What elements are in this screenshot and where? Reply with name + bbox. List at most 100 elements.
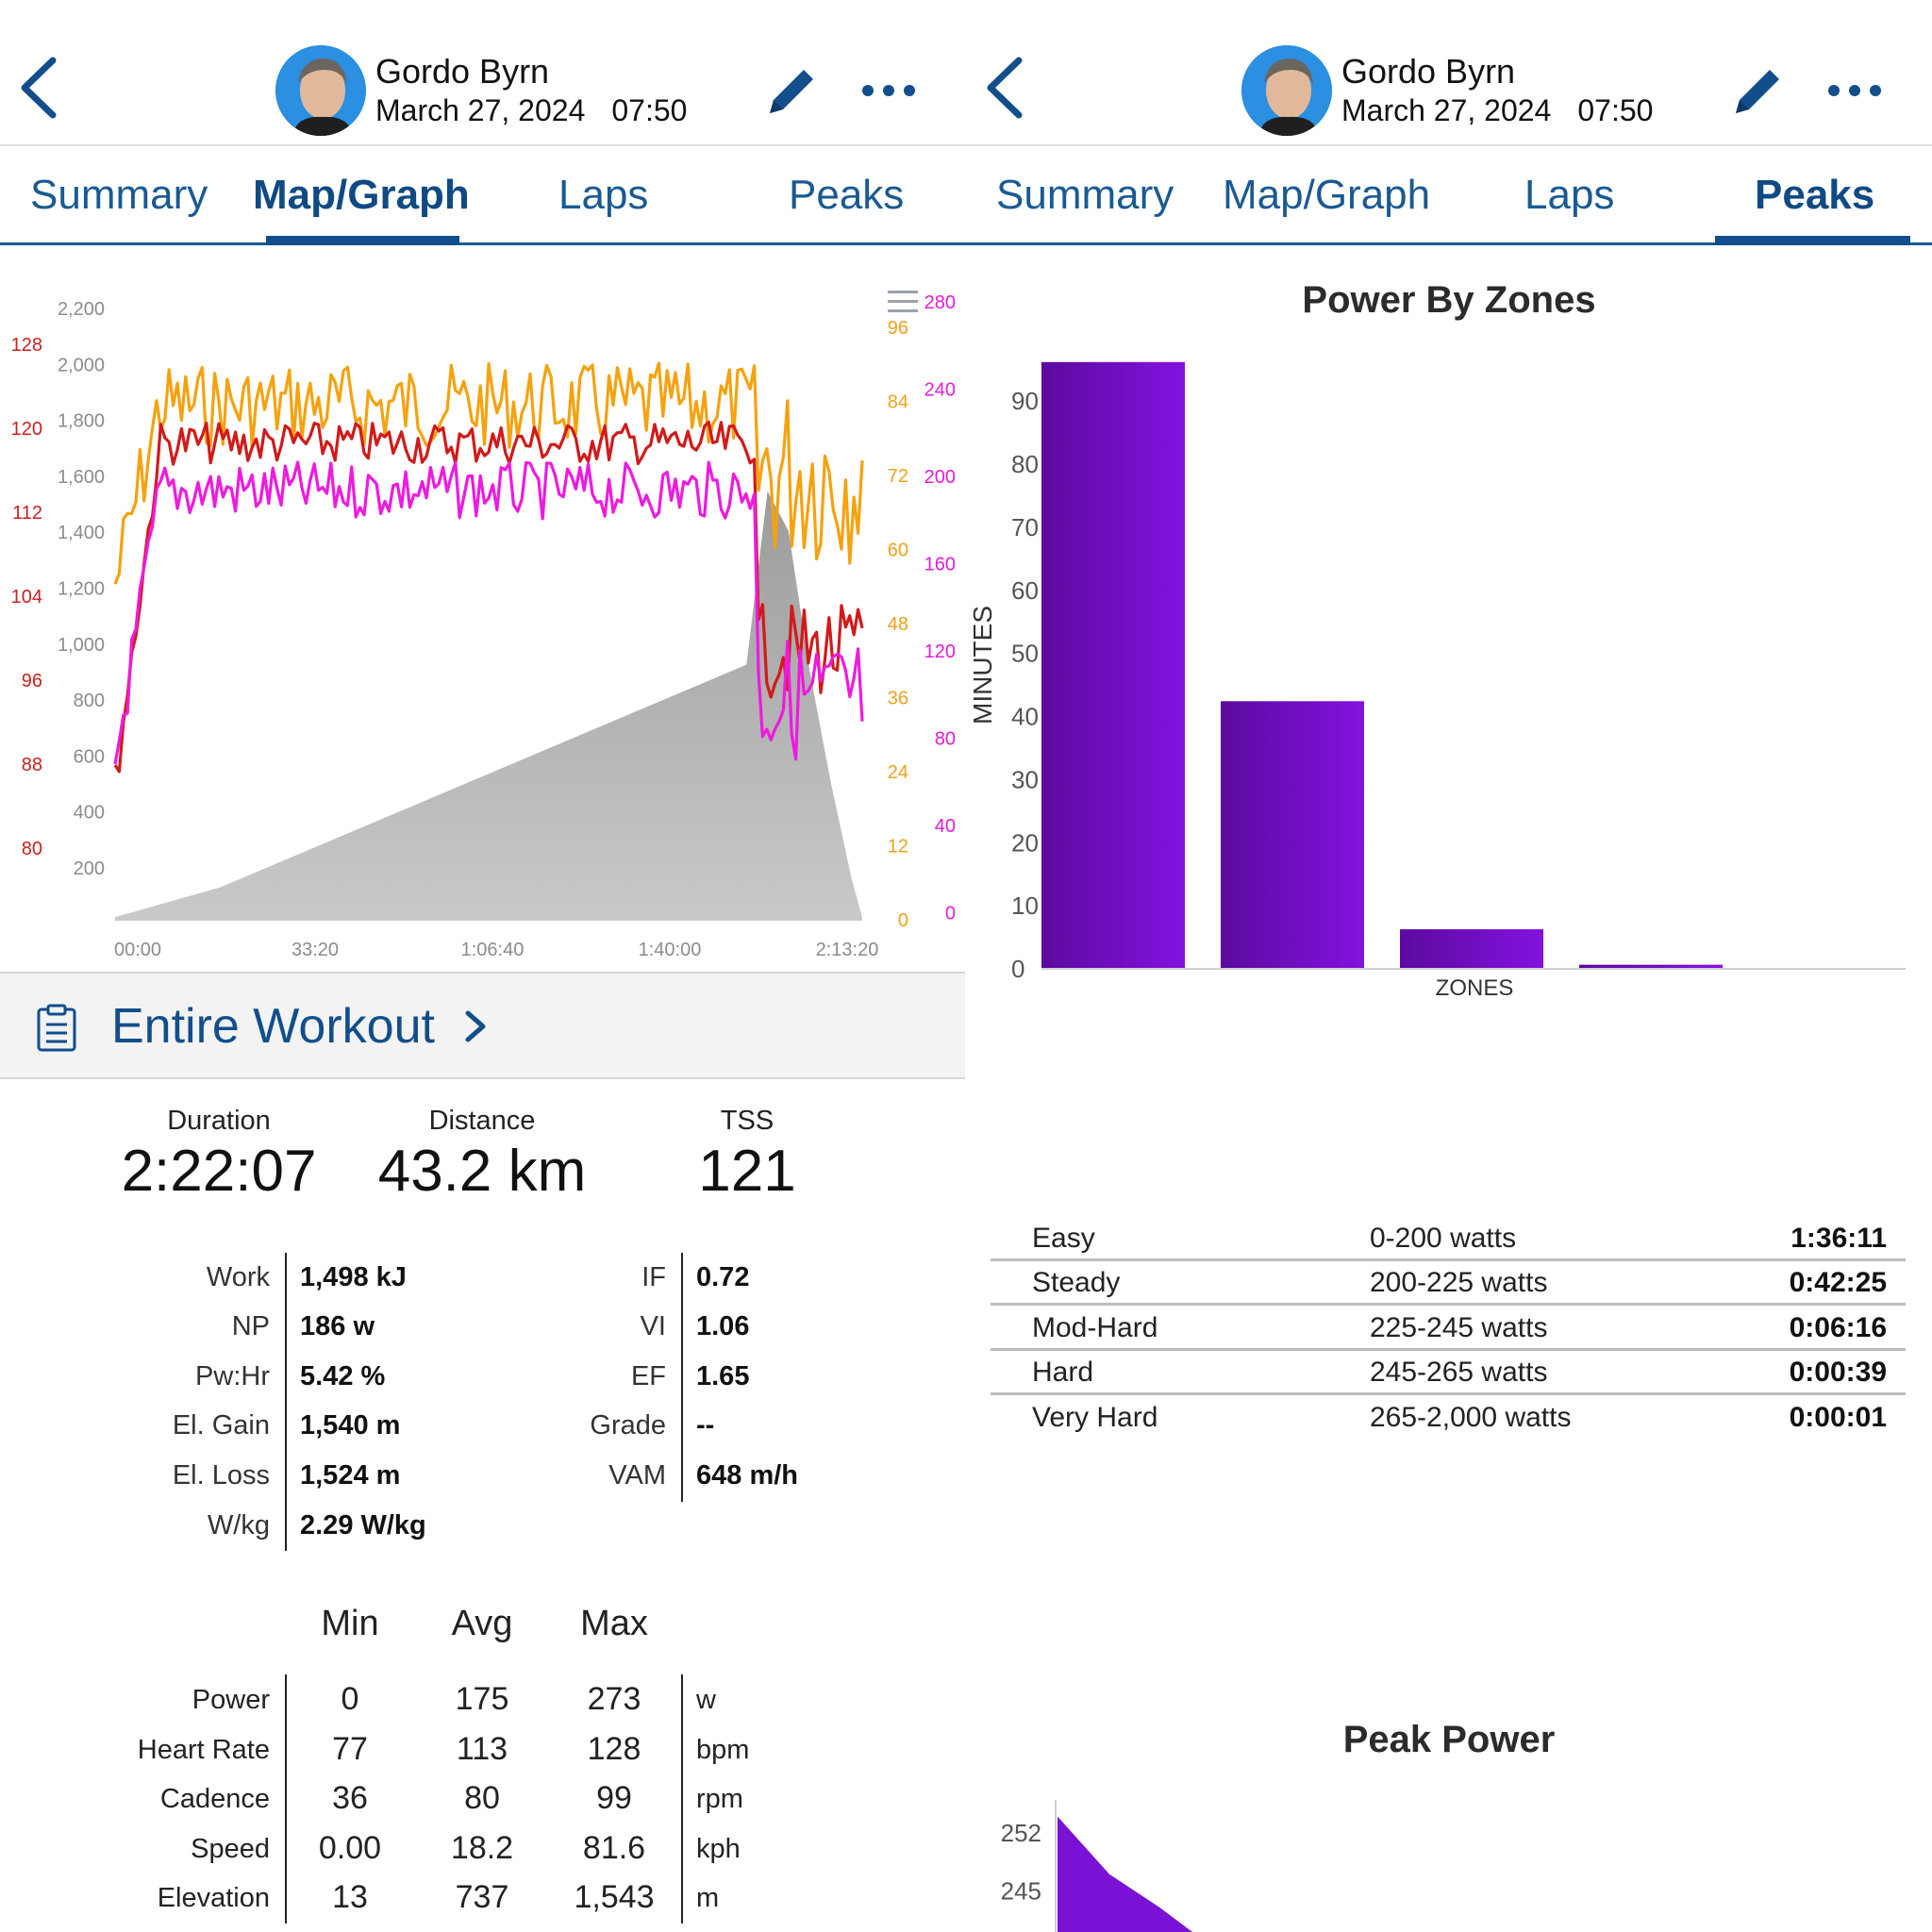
y-tick-label: 50	[1011, 640, 1039, 668]
workout-time: 07:50	[611, 93, 688, 127]
tab-laps[interactable]: Laps	[558, 172, 649, 218]
metric-label: IF	[641, 1262, 666, 1292]
cadence-tick-label: 280	[924, 292, 956, 313]
zone-bar[interactable]	[1400, 929, 1543, 969]
zone-bar[interactable]	[1221, 701, 1364, 969]
elevation-tick-label: 800	[74, 691, 105, 711]
table-row[interactable]: Hard 245-265 watts 0:00:39	[991, 1351, 1906, 1395]
cadence-line	[113, 460, 864, 765]
table-row[interactable]: Very Hard 265-2,000 watts 0:00:01	[1032, 1402, 1887, 1433]
column-header-max: Max	[580, 1604, 648, 1643]
elevation-tick-label: 1,400	[58, 523, 105, 543]
duration-label: Duration	[167, 1106, 271, 1136]
tab-laps[interactable]: Laps	[1524, 172, 1615, 218]
workout-graph[interactable]: 2,2002,0001,8001,6001,4001,2001,00080060…	[0, 255, 966, 972]
table-row[interactable]: Easy 0-200 watts 1:36:11	[991, 1217, 1906, 1261]
cadence-axis: 280 240 200 160 120 80 40 0	[924, 292, 956, 924]
elevation-tick-label: 1,600	[58, 467, 105, 488]
power-tick-label: 48	[888, 614, 908, 635]
workout-header: Gordo Byrn March 27, 2024 07:50	[0, 0, 966, 146]
metric-value: 1,498 kJ	[300, 1262, 407, 1292]
y-tick-label: 0	[1011, 955, 1024, 983]
heart-rate-tick-label: 112	[12, 503, 42, 524]
y-tick-label: 60	[1011, 576, 1039, 605]
y-tick-label: 30	[1011, 765, 1039, 793]
y-axis-label: MINUTES	[968, 606, 997, 724]
avatar[interactable]	[275, 45, 366, 136]
tab-summary[interactable]: Summary	[30, 172, 208, 218]
power-tick-label: 0	[898, 910, 908, 931]
workout-datetime: March 27, 2024 07:50	[375, 93, 687, 128]
metric-value: 5.42 %	[300, 1361, 386, 1391]
entire-workout-label: Entire Workout	[111, 999, 435, 1054]
zone-bars	[1041, 361, 1902, 969]
chevron-left-icon[interactable]	[983, 55, 1030, 121]
power-by-zones-chart[interactable]: 90 80 70 60 50 40 30 20 10 0 MINUTES ZONES	[966, 330, 1932, 1000]
graph-menu-icon[interactable]	[888, 291, 918, 312]
pencil-icon[interactable]	[1728, 64, 1785, 121]
metric-value: 1,540 m	[300, 1410, 401, 1441]
zone-bar[interactable]	[1041, 361, 1185, 969]
map-graph-panel: Gordo Byrn March 27, 2024 07:50 Summary M…	[0, 0, 966, 1924]
power-tick-label: 96	[888, 318, 908, 339]
elevation-tick-label: 2,000	[58, 355, 105, 375]
workout-header: Gordo Byrn March 27, 2024 07:50	[966, 0, 1932, 146]
power-tick-label: 60	[888, 541, 908, 561]
tab-map-graph[interactable]: Map/Graph	[253, 172, 470, 218]
y-tick-label: 245	[1001, 1876, 1041, 1905]
metric-value: 2.29 W/kg	[300, 1510, 426, 1541]
duration-value: 2:22:07	[121, 1139, 317, 1204]
time-tick-label: 33:20	[291, 940, 339, 960]
elevation-tick-label: 400	[74, 803, 105, 824]
tab-peaks[interactable]: Peaks	[789, 172, 905, 218]
heart-rate-tick-label: 104	[11, 587, 42, 608]
ellipsis-icon[interactable]	[860, 79, 917, 102]
zone-bar[interactable]	[1579, 964, 1723, 969]
power-line	[113, 361, 864, 585]
heart-rate-tick-label: 128	[11, 335, 42, 356]
metric-value: 648 m/h	[696, 1460, 798, 1491]
active-tab-indicator	[1715, 236, 1910, 245]
table-row[interactable]: Mod-Hard 225-245 watts 0:06:16	[991, 1307, 1906, 1351]
tab-bar: Summary Map/Graph Laps Peaks	[966, 148, 1932, 245]
chevron-right-icon	[465, 1010, 486, 1042]
tss-value: 121	[698, 1139, 796, 1204]
y-tick-label: 40	[1011, 703, 1039, 731]
metric-value: 1.06	[696, 1311, 750, 1341]
power-tick-label: 72	[888, 466, 908, 487]
y-axis: 252 245	[1001, 1819, 1041, 1905]
tab-peaks[interactable]: Peaks	[1755, 172, 1875, 218]
y-tick-label: 90	[1011, 387, 1039, 415]
ellipsis-icon[interactable]	[1826, 79, 1883, 102]
metric-label: Work	[206, 1262, 270, 1292]
metric-label: Pw:Hr	[195, 1361, 270, 1391]
table-row[interactable]: Steady 200-225 watts 0:42:25	[991, 1261, 1906, 1306]
metric-label: NP	[231, 1311, 270, 1341]
tab-summary[interactable]: Summary	[996, 172, 1174, 218]
metric-value: 186 w	[300, 1311, 375, 1341]
heart-rate-tick-label: 88	[22, 755, 42, 775]
workout-time: 07:50	[1577, 93, 1654, 127]
tab-map-graph[interactable]: Map/Graph	[1223, 172, 1431, 218]
elevation-tick-label: 2,200	[58, 299, 105, 320]
peaks-panel: Gordo Byrn March 27, 2024 07:50 Summary M…	[966, 0, 1932, 1932]
active-tab-indicator	[266, 236, 459, 245]
workout-datetime: March 27, 2024 07:50	[1341, 93, 1653, 128]
power-by-zones-title: Power By Zones	[1302, 279, 1596, 321]
workout-date: March 27, 2024	[1341, 93, 1552, 127]
avatar[interactable]	[1241, 45, 1332, 136]
metric-value: --	[696, 1410, 715, 1441]
elevation-tick-label: 1,200	[58, 579, 105, 600]
time-tick-label: 1:06:40	[461, 940, 525, 960]
cadence-tick-label: 40	[935, 816, 956, 837]
y-tick-label: 10	[1011, 891, 1039, 920]
entire-workout-selector[interactable]: Entire Workout	[0, 972, 965, 1079]
metric-label: EF	[630, 1361, 666, 1391]
metric-label: El. Loss	[172, 1460, 270, 1491]
pencil-icon[interactable]	[762, 64, 819, 121]
elevation-area	[115, 491, 862, 921]
power-tick-label: 24	[888, 762, 908, 783]
chevron-left-icon[interactable]	[17, 55, 64, 121]
time-tick-label: 00:00	[114, 940, 161, 960]
peak-power-chart[interactable]: 252 245	[966, 1772, 1932, 1932]
